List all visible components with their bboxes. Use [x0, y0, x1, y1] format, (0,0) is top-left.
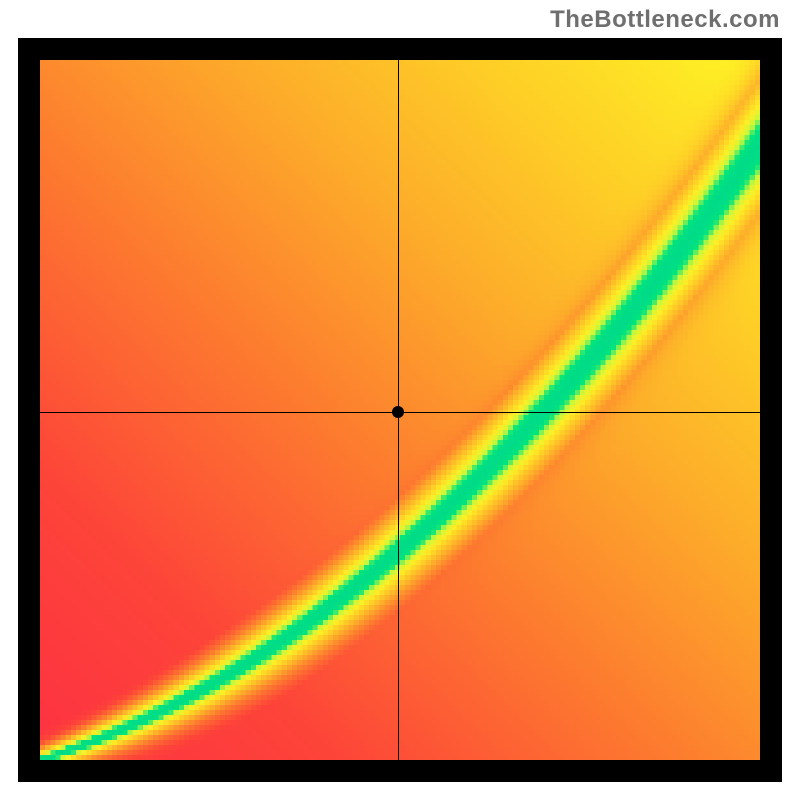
- chart-container: TheBottleneck.com: [0, 0, 800, 800]
- watermark-text: TheBottleneck.com: [550, 6, 780, 34]
- chart-border: [18, 38, 782, 782]
- plot-area: [40, 60, 760, 760]
- data-point-marker: [392, 406, 404, 418]
